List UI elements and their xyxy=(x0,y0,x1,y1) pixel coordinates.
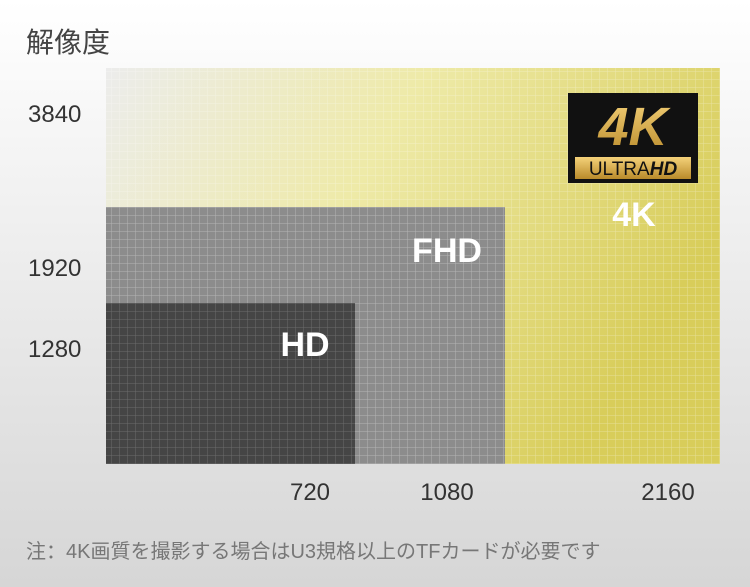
region-label: HD xyxy=(280,326,329,364)
x-label: 1080 xyxy=(420,479,473,506)
badge-4k: 4K xyxy=(597,97,671,157)
y-label: 1920 xyxy=(28,255,81,282)
region-label: FHD xyxy=(412,232,482,270)
region-label: 4K xyxy=(612,196,656,234)
badge-ultrahd: ULTRAHD xyxy=(589,159,678,180)
x-label: 2160 xyxy=(641,479,694,506)
badge: 4K ULTRAHD xyxy=(568,93,698,183)
y-label: 3840 xyxy=(28,101,81,128)
badge-strip xyxy=(575,157,691,179)
x-label: 720 xyxy=(290,479,330,506)
y-label: 1280 xyxy=(28,336,81,363)
grid xyxy=(106,303,355,464)
title: 解像度 xyxy=(26,27,110,58)
note: 注：4K画質を撮影する場合はU3規格以上のTFカードが必要です xyxy=(26,540,600,563)
